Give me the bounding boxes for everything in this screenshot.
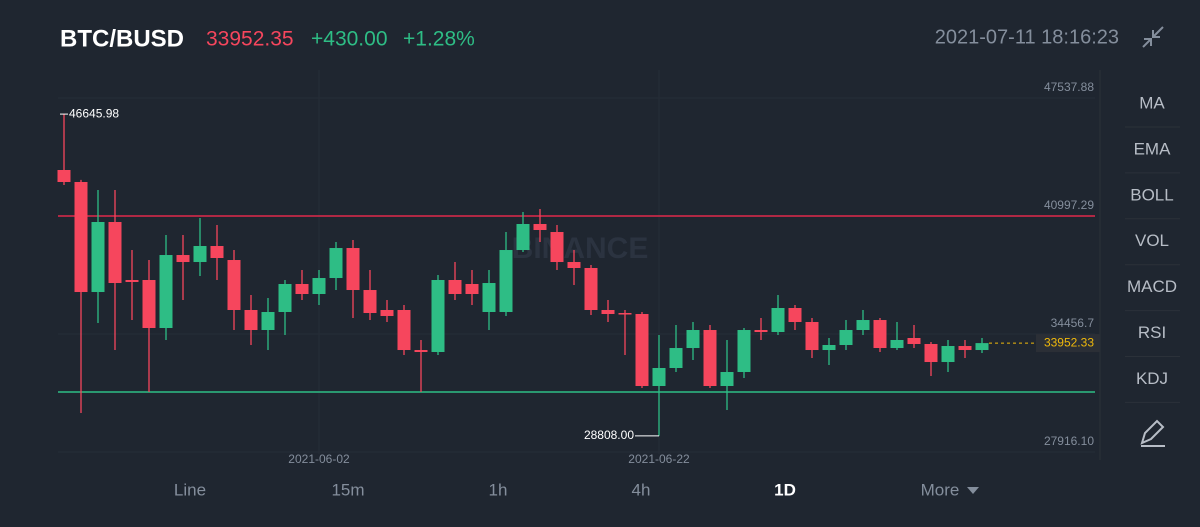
indicator-menu: MA EMA BOLL VOL MACD RSI KDJ [1125, 93, 1180, 403]
interval-tab[interactable]: 4h [632, 480, 651, 499]
y-tick-label: 27916.10 [1044, 434, 1094, 448]
candle-body [210, 246, 224, 259]
indicator-button[interactable]: RSI [1138, 323, 1166, 342]
candle-body [227, 260, 241, 311]
x-tick-label: 2021-06-02 [288, 452, 350, 466]
candle-body [499, 250, 513, 313]
candle-body [890, 340, 904, 349]
candle-body [652, 368, 666, 387]
candle-body [516, 223, 530, 251]
candle-body [57, 170, 71, 182]
candle-body [329, 248, 343, 279]
price-change: +430.00 [311, 28, 388, 51]
last-price: 33952.35 [206, 28, 294, 51]
y-tick-label: 47537.88 [1044, 80, 1094, 94]
candle-body [601, 310, 615, 315]
draw-tool-icon[interactable] [1140, 419, 1165, 447]
candle-body [244, 310, 258, 331]
candle-body [822, 345, 836, 351]
interval-tab[interactable]: 1D [774, 480, 796, 499]
interval-tabs: Line 15m 1h 4h 1D More [174, 480, 979, 499]
collapse-icon[interactable] [1142, 26, 1164, 48]
candle-body [805, 321, 819, 351]
candle-body [431, 279, 445, 353]
candle-body [907, 338, 921, 345]
indicator-button[interactable]: BOLL [1130, 185, 1173, 204]
candle-body [737, 330, 751, 373]
candle-body [788, 307, 802, 322]
y-tick-label: 34456.7 [1051, 316, 1095, 330]
candle-body [159, 255, 173, 329]
candle-body [618, 313, 632, 315]
interval-tab[interactable]: 15m [331, 480, 364, 499]
max-label: 46645.98 [69, 106, 119, 120]
x-tick-label: 2021-06-22 [628, 452, 690, 466]
symbol: BTC/BUSD [60, 25, 184, 52]
indicator-button[interactable]: MA [1139, 93, 1165, 112]
candle-body [635, 314, 649, 387]
datetime: 2021-07-11 18:16:23 [935, 26, 1119, 48]
interval-tab[interactable]: Line [174, 480, 206, 499]
interval-tab[interactable]: More [921, 480, 960, 499]
candle-body [397, 310, 411, 351]
candle-body [686, 330, 700, 349]
candle-body [771, 307, 785, 333]
candle-body [669, 348, 683, 369]
dropdown-arrow [967, 487, 979, 494]
candle-body [567, 262, 581, 269]
candle-body [125, 279, 139, 283]
candle-body [941, 346, 955, 363]
candle-body [584, 268, 598, 311]
candle-body [482, 283, 496, 313]
candle-body [295, 284, 309, 294]
interval-tab[interactable]: 1h [489, 480, 508, 499]
candle-body [924, 344, 938, 363]
min-label: 28808.00 [584, 428, 634, 442]
candle-body [91, 221, 105, 293]
candle-body [363, 290, 377, 314]
indicator-button[interactable]: VOL [1135, 231, 1169, 250]
candle-body [448, 279, 462, 294]
candle-body [176, 255, 190, 263]
candle-body [975, 343, 989, 351]
candle-body [312, 278, 326, 294]
candle-body [550, 232, 564, 263]
candle-body [839, 330, 853, 346]
indicator-button[interactable]: EMA [1134, 139, 1172, 158]
candle-body [754, 330, 768, 333]
y-tick-label: 40997.29 [1044, 198, 1094, 212]
price-change-pct: +1.28% [403, 28, 475, 51]
candle-body [465, 284, 479, 294]
candle-body [380, 310, 394, 317]
candle-body [142, 279, 156, 329]
candle-body [414, 350, 428, 353]
last-price-label: 33952.33 [1044, 335, 1094, 349]
candle-body [703, 330, 717, 387]
candle-body [856, 320, 870, 331]
indicator-button[interactable]: KDJ [1136, 369, 1168, 388]
candle-body [278, 284, 292, 313]
watermark: BINANCE [512, 232, 649, 265]
candle-body [533, 223, 547, 231]
candle-body [720, 372, 734, 387]
candle-body [108, 221, 122, 284]
candle-body [74, 181, 88, 293]
candle-body [261, 312, 275, 331]
candle-body [873, 320, 887, 349]
candle-body [958, 346, 972, 351]
last-price-box [1036, 334, 1100, 353]
candle-body [193, 246, 207, 263]
indicator-button[interactable]: MACD [1127, 277, 1177, 296]
candle-body [346, 248, 360, 291]
